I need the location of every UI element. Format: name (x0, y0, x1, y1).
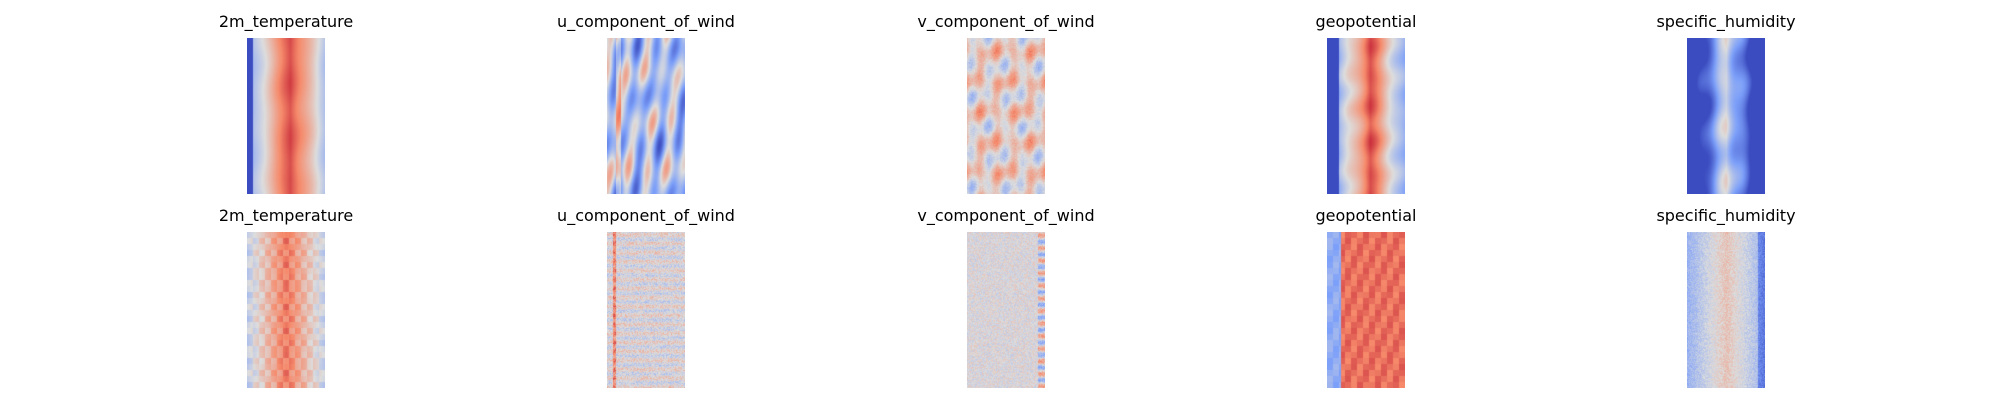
heatmap-r1-c2 (607, 38, 685, 194)
heatmap-r1-c4 (1327, 38, 1405, 194)
panel-title-r1-c1: 2m_temperature (218, 12, 354, 31)
panel-title-r1-c3: v_component_of_wind (917, 12, 1095, 31)
panel-title-r1-c2: u_component_of_wind (557, 12, 735, 31)
panel-title-r1-c5: specific_humidity (1656, 12, 1796, 31)
panel-title-r2-c3: v_component_of_wind (917, 206, 1095, 225)
heatmap-r2-c5 (1687, 232, 1765, 388)
heatmap-r1-c1 (247, 38, 325, 194)
heatmap-r1-c3 (967, 38, 1045, 194)
heatmap-r1-c5 (1687, 38, 1765, 194)
panel-title-r2-c1: 2m_temperature (218, 206, 354, 225)
panel-title-r2-c4: geopotential (1315, 206, 1417, 225)
panel-title-r1-c4: geopotential (1315, 12, 1417, 31)
panel-title-r2-c2: u_component_of_wind (557, 206, 735, 225)
heatmap-r2-c2 (607, 232, 685, 388)
heatmap-r2-c4 (1327, 232, 1405, 388)
panel-title-r2-c5: specific_humidity (1656, 206, 1796, 225)
heatmap-r2-c1 (247, 232, 325, 388)
heatmap-r2-c3 (967, 232, 1045, 388)
